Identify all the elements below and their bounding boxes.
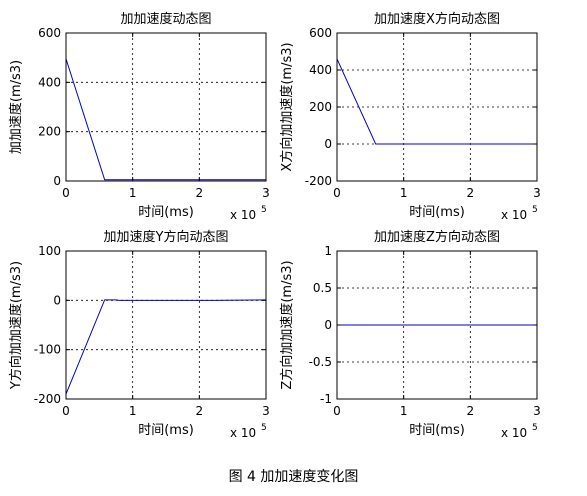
x-axis-label: 时间(ms) [409, 205, 465, 220]
x-tick-label: 3 [262, 404, 270, 418]
y-tick-label: 0 [324, 318, 332, 332]
x-axis-multiplier: x 10 [230, 208, 256, 222]
x-tick-label: 0 [333, 404, 341, 418]
x-tick-label: 3 [262, 186, 270, 200]
y-tick-label: 0 [53, 174, 61, 188]
x-tick-label: 1 [129, 186, 137, 200]
x-tick-label: 0 [62, 186, 70, 200]
y-tick-label: 400 [38, 75, 61, 89]
series-line-1 [65, 299, 267, 395]
x-tick-label: 3 [533, 404, 541, 418]
axes-frame [65, 32, 267, 182]
y-tick-label: -0.5 [309, 355, 332, 369]
y-axis-label: Z方向加加速度(m/s3) [279, 260, 295, 389]
x-axis-multiplier: x 10 [230, 426, 256, 440]
chart-title: 加加速度Y方向动态图 [104, 229, 229, 245]
y-tick-label: 100 [38, 244, 61, 258]
x-axis-multiplier: x 10 [501, 426, 527, 440]
y-tick-label: -100 [34, 343, 61, 357]
y-tick-label: -200 [305, 174, 332, 188]
y-tick-label: 0 [324, 137, 332, 151]
series-line-1 [65, 58, 266, 181]
x-axis-multiplier: x 10 [501, 208, 527, 222]
chart-title: 加加速度动态图 [120, 11, 211, 27]
x-axis-label: 时间(ms) [138, 205, 194, 220]
x-axis-label: 时间(ms) [409, 423, 465, 438]
y-tick-label: 1 [324, 244, 332, 258]
y-axis-label: 加加速度(m/s3) [8, 60, 24, 154]
x-tick-label: 1 [129, 404, 137, 418]
y-tick-label: 0.5 [313, 281, 332, 295]
y-axis-label: X方向加加速度(m/s3) [279, 42, 295, 171]
plot-area [66, 33, 266, 181]
x-axis-multiplier-exponent: 5 [532, 423, 538, 433]
y-tick-label: 0 [53, 293, 61, 307]
x-tick-label: 2 [196, 404, 204, 418]
y-tick-label: 200 [38, 125, 61, 139]
y-axis-label: Y方向加加速度(m/s3) [8, 261, 24, 390]
x-tick-label: 1 [400, 404, 408, 418]
x-tick-label: 2 [467, 186, 475, 200]
x-axis-multiplier-exponent: 5 [532, 205, 538, 215]
y-tick-label: -1 [320, 392, 332, 406]
y-tick-label: 600 [309, 26, 332, 40]
chart-title: 加加速度X方向动态图 [374, 11, 500, 27]
series-line-1 [336, 58, 537, 145]
chart-title: 加加速度Z方向动态图 [374, 229, 500, 245]
y-tick-label: -200 [34, 392, 61, 406]
y-tick-label: 200 [309, 100, 332, 114]
y-tick-label: 600 [38, 26, 61, 40]
x-axis-multiplier-exponent: 5 [261, 205, 267, 215]
x-tick-label: 3 [533, 186, 541, 200]
x-tick-label: 1 [400, 186, 408, 200]
x-axis-multiplier-exponent: 5 [261, 423, 267, 433]
x-tick-label: 2 [467, 404, 475, 418]
axes-frame [65, 250, 267, 400]
x-axis-label: 时间(ms) [138, 423, 194, 438]
x-tick-label: 0 [333, 186, 341, 200]
y-tick-label: 400 [309, 63, 332, 77]
x-tick-label: 0 [62, 404, 70, 418]
figure-caption: 图 4 加加速度变化图 [228, 469, 359, 485]
plot-area [66, 251, 266, 399]
x-tick-label: 2 [196, 186, 204, 200]
